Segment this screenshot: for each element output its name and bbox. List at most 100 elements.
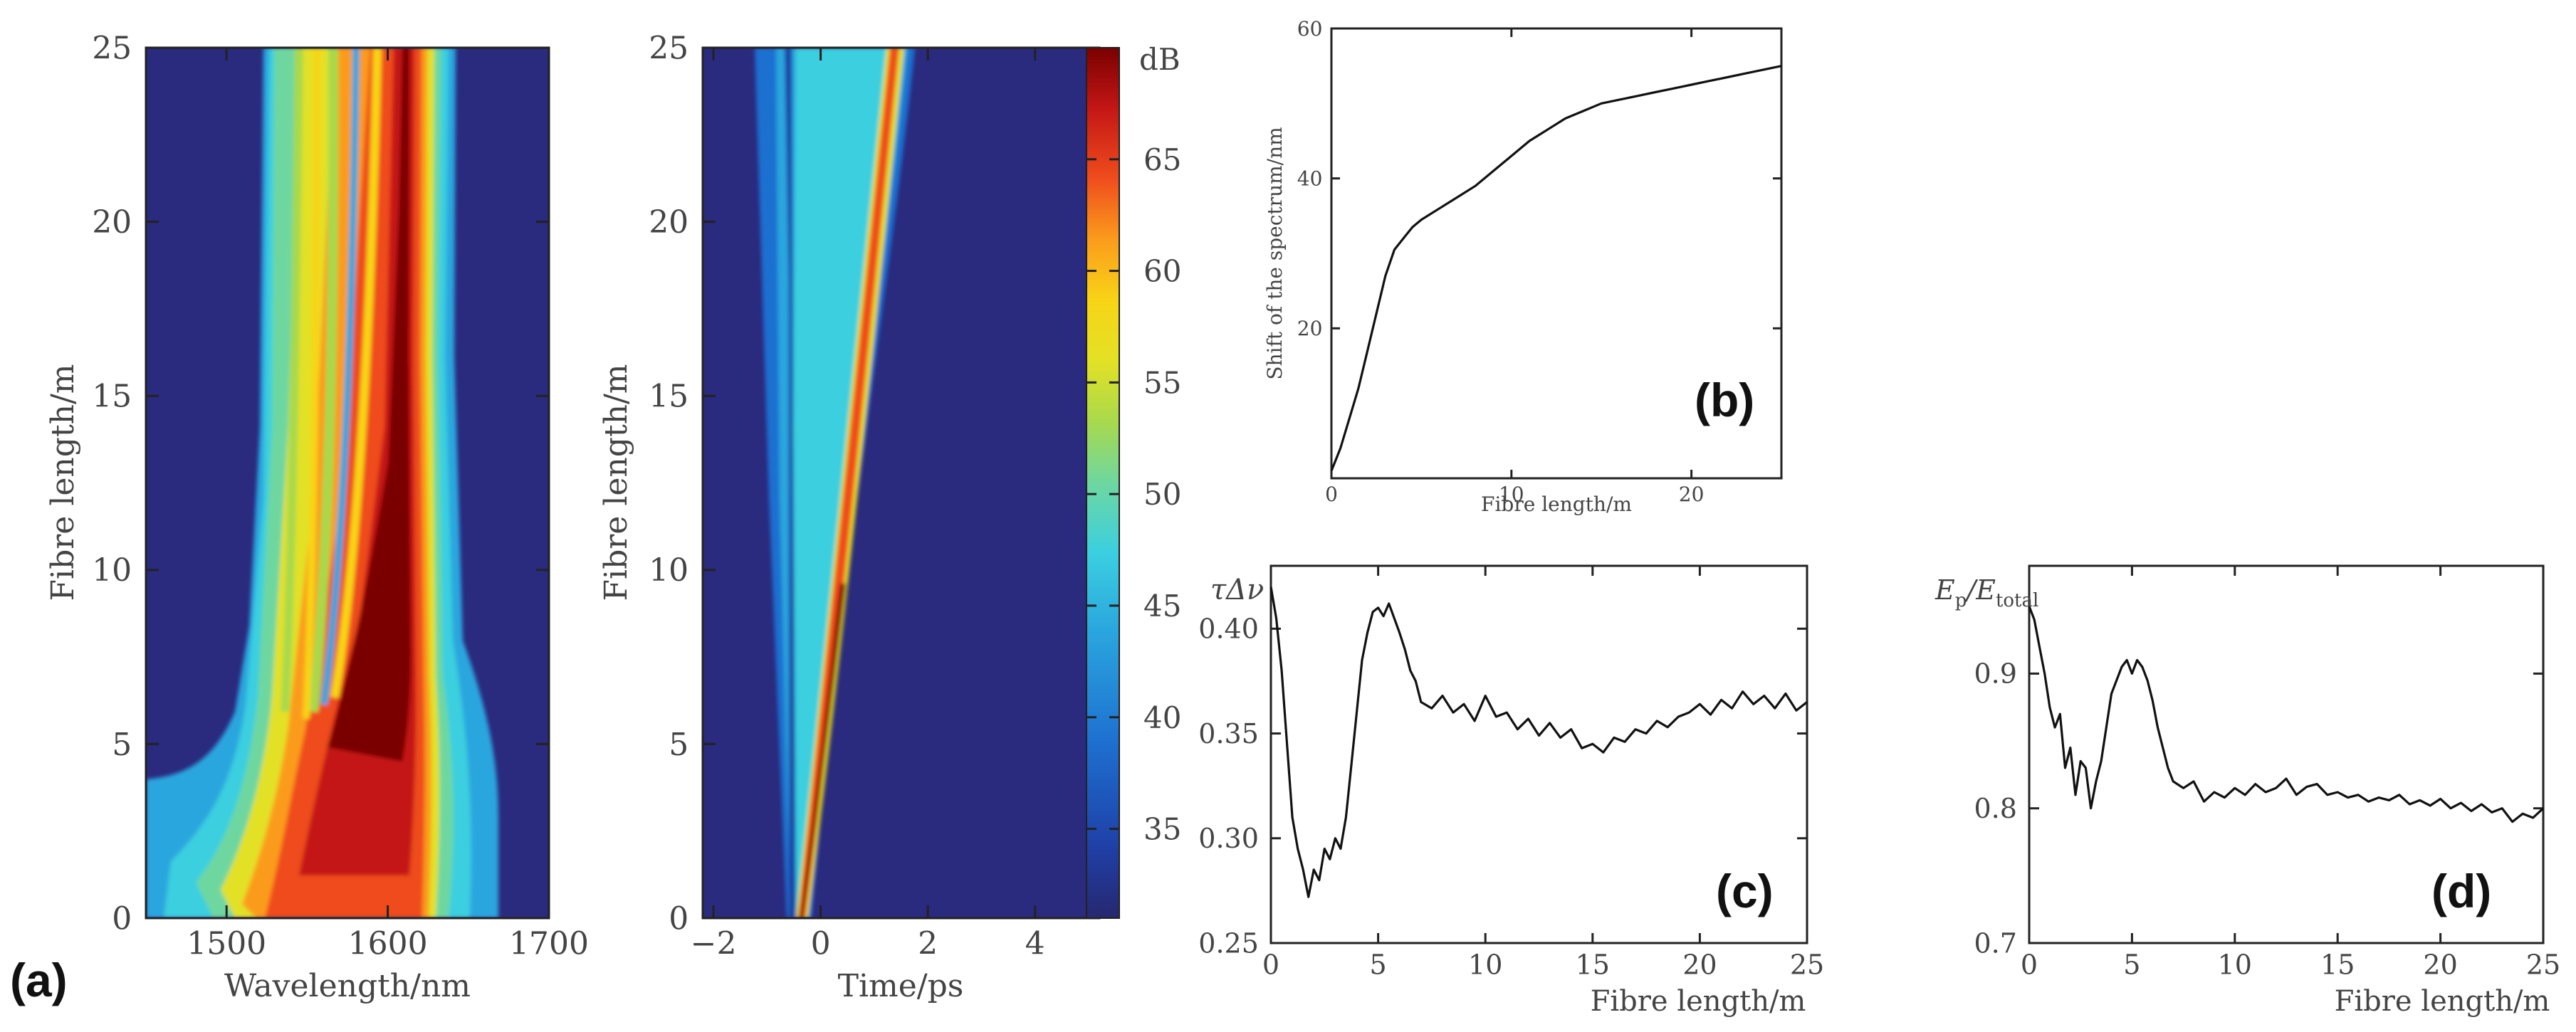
colorbar-tick-label: 45 (1143, 589, 1181, 623)
panel-a-frame (145, 46, 550, 920)
x-tick-label: 1600 (348, 926, 428, 962)
panel-a-label: (a) (10, 954, 68, 1006)
y-tick-label: 0.40 (1198, 614, 1259, 645)
time-band-core (800, 584, 846, 918)
x-tick-label: 4 (1025, 926, 1045, 962)
panel-a-time-xlabel: Time/ps (838, 968, 964, 1004)
panel-d-ylabel-mid: /E (1964, 574, 1996, 606)
x-tick-label: 25 (2526, 949, 2560, 981)
x-tick-label: 0 (1262, 949, 1279, 981)
colorbar (1086, 47, 1120, 919)
y-tick-label: 0 (669, 900, 688, 937)
y-tick-label: 10 (649, 552, 688, 589)
x-tick-label: 0 (811, 926, 831, 962)
y-tick-label: 40 (1297, 167, 1323, 190)
time-gap-dark (785, 48, 796, 918)
panel-c-label: (c) (1716, 865, 1774, 917)
colorbar-tick-label: 65 (1143, 142, 1181, 177)
spectrum-streak-4 (281, 48, 303, 712)
x-tick-label: 5 (1370, 949, 1387, 981)
x-tick-label: 2 (918, 926, 938, 962)
colorbar-tick-label: 50 (1143, 477, 1181, 512)
y-tick-label: 15 (649, 379, 688, 415)
panel-a-axes: 1500 1600 1700 0 5 10 15 20 25 (92, 30, 589, 962)
panel-b-xlabel: Fibre length/m (1481, 493, 1632, 516)
y-tick-label: 20 (649, 204, 688, 241)
panel-b-ylabel: Shift of the spectrum/nm (1263, 127, 1287, 379)
y-tick-label: 20 (1297, 317, 1323, 340)
y-tick-label: 0.30 (1198, 823, 1259, 854)
x-tick-label: 10 (1468, 949, 1502, 981)
y-tick-label: 0.25 (1198, 927, 1259, 959)
spectrum-streak-3 (330, 48, 382, 698)
panel-b-label: (b) (1695, 374, 1754, 426)
panel-c-frame (1269, 564, 1808, 944)
panel-d-ylabel: Ep/Etotal (1934, 574, 2038, 611)
panel-d-xlabel: Fibre length/m (2335, 985, 2550, 1018)
colorbar-unit: dB (1139, 42, 1180, 77)
panel-c-ylabel: τΔν (1210, 574, 1264, 606)
panel-d: 0 5 10 15 20 25 0.7 0.8 0.9 Fibre length/m Ep/Et… (1934, 564, 2560, 1018)
panel-d-ylabel-sub2: total (1996, 590, 2038, 611)
time-heatmap (755, 48, 915, 918)
x-tick-label: 0 (2021, 949, 2038, 981)
y-tick-label: 0.7 (1974, 927, 2016, 959)
y-tick-label: 0.8 (1974, 793, 2016, 824)
x-tick-label: 1500 (187, 926, 266, 962)
y-tick-label: 5 (669, 727, 688, 763)
y-tick-label: 0 (112, 900, 132, 937)
x-tick-label: 25 (1790, 949, 1824, 981)
time-band-red (798, 48, 899, 918)
x-tick-label: −2 (691, 926, 737, 962)
y-tick-label: 25 (649, 30, 688, 66)
x-tick-label: 5 (2123, 949, 2140, 981)
colorbar-ticks: 35 40 45 50 55 60 65 (1087, 142, 1181, 847)
x-tick-label: 10 (2218, 949, 2252, 981)
panel-d-frame (2028, 564, 2545, 944)
panel-b-frame (1330, 27, 1783, 480)
spectrum-band-core (328, 48, 412, 762)
x-tick-label: 20 (2423, 949, 2457, 981)
y-tick-label: 15 (92, 379, 132, 415)
panel-d-curve (2028, 606, 2545, 823)
panel-b-axes: 0 10 20 20 40 60 (1297, 17, 1781, 506)
y-tick-label: 20 (92, 204, 132, 241)
panel-c-axes: 0 5 10 15 20 25 0.25 0.30 0.35 0.40 (1198, 566, 1824, 981)
x-tick-label: 1700 (509, 926, 589, 962)
colorbar-tick-label: 35 (1143, 812, 1181, 847)
panel-d-ylabel-e: E (1934, 574, 1955, 606)
spectrum-streak-2 (320, 48, 360, 705)
panel-d-label: (d) (2431, 865, 2491, 917)
y-tick-label: 5 (112, 727, 132, 763)
spectrum-streak-5 (303, 48, 320, 720)
spectrum-heatmap (146, 48, 498, 918)
panel-c-curve (1269, 586, 1808, 898)
y-tick-label: 25 (92, 30, 132, 66)
x-tick-label: 15 (1576, 949, 1610, 981)
x-tick-label: 15 (2320, 949, 2355, 981)
panel-a-time-ylabel: Fibre length/m (598, 364, 634, 601)
colorbar-tick-label: 60 (1143, 254, 1181, 289)
spectrum-streak-1 (308, 48, 339, 712)
y-tick-label: 0.35 (1198, 718, 1259, 749)
y-tick-label: 60 (1297, 17, 1323, 41)
colorbar-tick-label: 40 (1143, 700, 1181, 735)
panel-c-xlabel: Fibre length/m (1591, 985, 1806, 1018)
panel-a-spectrum: 1500 1600 1700 0 5 10 15 20 25 Wavelength/nm Fib… (10, 30, 589, 1006)
y-tick-label: 10 (92, 552, 132, 589)
colorbar-tick-label: 55 (1143, 365, 1181, 400)
panel-b-curve (1330, 65, 1782, 472)
panel-d-ylabel-sub1: p (1955, 590, 1967, 611)
x-tick-label: 20 (1679, 483, 1705, 506)
x-tick-label: 20 (1682, 949, 1717, 981)
panel-b: 0 10 20 20 40 60 Fibre length/m Shift of the … (1263, 17, 1783, 516)
x-tick-label: 10 (1499, 483, 1524, 506)
panel-d-axes: 0 5 10 15 20 25 0.7 0.8 0.9 (1974, 566, 2560, 981)
panel-a-xlabel: Wavelength/nm (224, 968, 471, 1004)
y-tick-label: 0.9 (1974, 658, 2016, 690)
x-tick-label: 0 (1325, 483, 1338, 506)
panel-c: 0 5 10 15 20 25 0.25 0.30 0.35 0.40 Fibre length/… (1198, 564, 1824, 1018)
